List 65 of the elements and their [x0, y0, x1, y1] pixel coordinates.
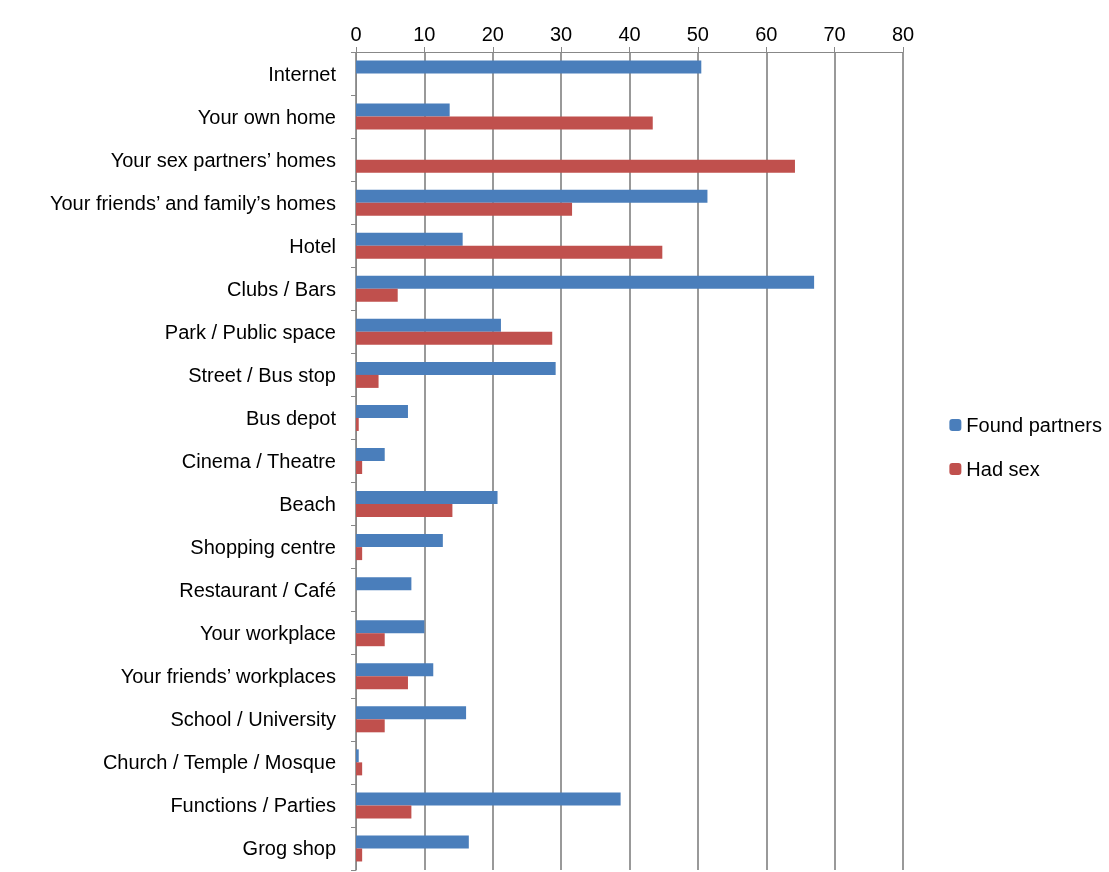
bar [356, 275, 815, 289]
bar [356, 202, 573, 216]
bar [356, 620, 425, 634]
bar [356, 318, 501, 332]
bar [356, 245, 663, 259]
y-tick-label: School / University [170, 708, 336, 731]
bar [356, 103, 450, 117]
bar [356, 719, 385, 733]
bar [356, 749, 359, 763]
y-tick-label: Grog shop [242, 837, 336, 860]
bar [356, 676, 408, 690]
bar [356, 232, 463, 246]
bar [356, 706, 467, 720]
y-tick-label: Your friends’ and family’s homes [49, 191, 336, 214]
y-tick-label: Hotel [289, 234, 336, 257]
bar [356, 116, 653, 130]
y-tick-label: Shopping centre [190, 536, 336, 559]
bar [356, 504, 453, 518]
y-tick-label: Your friends’ workplaces [120, 665, 336, 688]
x-tick-label: 70 [823, 23, 846, 45]
y-tick-label: Your own home [197, 105, 336, 128]
y-tick-label: Park / Public space [164, 320, 336, 343]
y-tick-label: Bus depot [245, 406, 337, 429]
bar [356, 633, 385, 647]
bar [356, 491, 498, 505]
x-tick-label: 10 [413, 23, 436, 45]
bar [356, 835, 469, 849]
legend-label: Had sex [966, 458, 1040, 480]
y-tick-label: Street / Bus stop [188, 363, 336, 386]
x-tick-label: 80 [891, 23, 915, 45]
bar [356, 534, 443, 548]
y-tick-label: Cinema / Theatre [181, 450, 336, 472]
x-tick-label: 50 [686, 23, 709, 45]
y-tick-label: Functions / Parties [170, 794, 336, 817]
bar [356, 159, 795, 173]
bar [356, 448, 385, 461]
bar [356, 60, 702, 74]
bar [356, 361, 556, 375]
bar [356, 189, 708, 203]
x-tick-label: 20 [481, 23, 504, 45]
bar [356, 805, 412, 819]
y-tick-label: Church / Temple / Mosque [102, 751, 336, 774]
bar [356, 331, 553, 345]
y-tick-label: Your workplace [199, 622, 336, 645]
bar [356, 288, 398, 302]
x-tick-label: 40 [618, 23, 641, 45]
bar [356, 762, 363, 776]
y-tick-label: Restaurant / Café [179, 579, 336, 602]
y-tick-label: Internet [268, 62, 337, 85]
y-tick-label: Beach [279, 493, 336, 516]
x-tick-label: 30 [550, 23, 573, 45]
bar [356, 404, 408, 418]
bar [356, 577, 412, 591]
bar [356, 417, 359, 431]
y-tick-label: Your sex partners’ homes [110, 148, 336, 171]
x-tick-label: 60 [755, 23, 778, 45]
bar [356, 374, 379, 388]
bar [356, 663, 434, 677]
bar [356, 848, 363, 862]
y-tick-label: Clubs / Bars [227, 277, 336, 300]
legend-label: Found partners [966, 414, 1103, 436]
bar [356, 547, 363, 561]
bar [356, 461, 363, 474]
bar [356, 792, 621, 806]
x-tick-label: 0 [350, 23, 362, 45]
